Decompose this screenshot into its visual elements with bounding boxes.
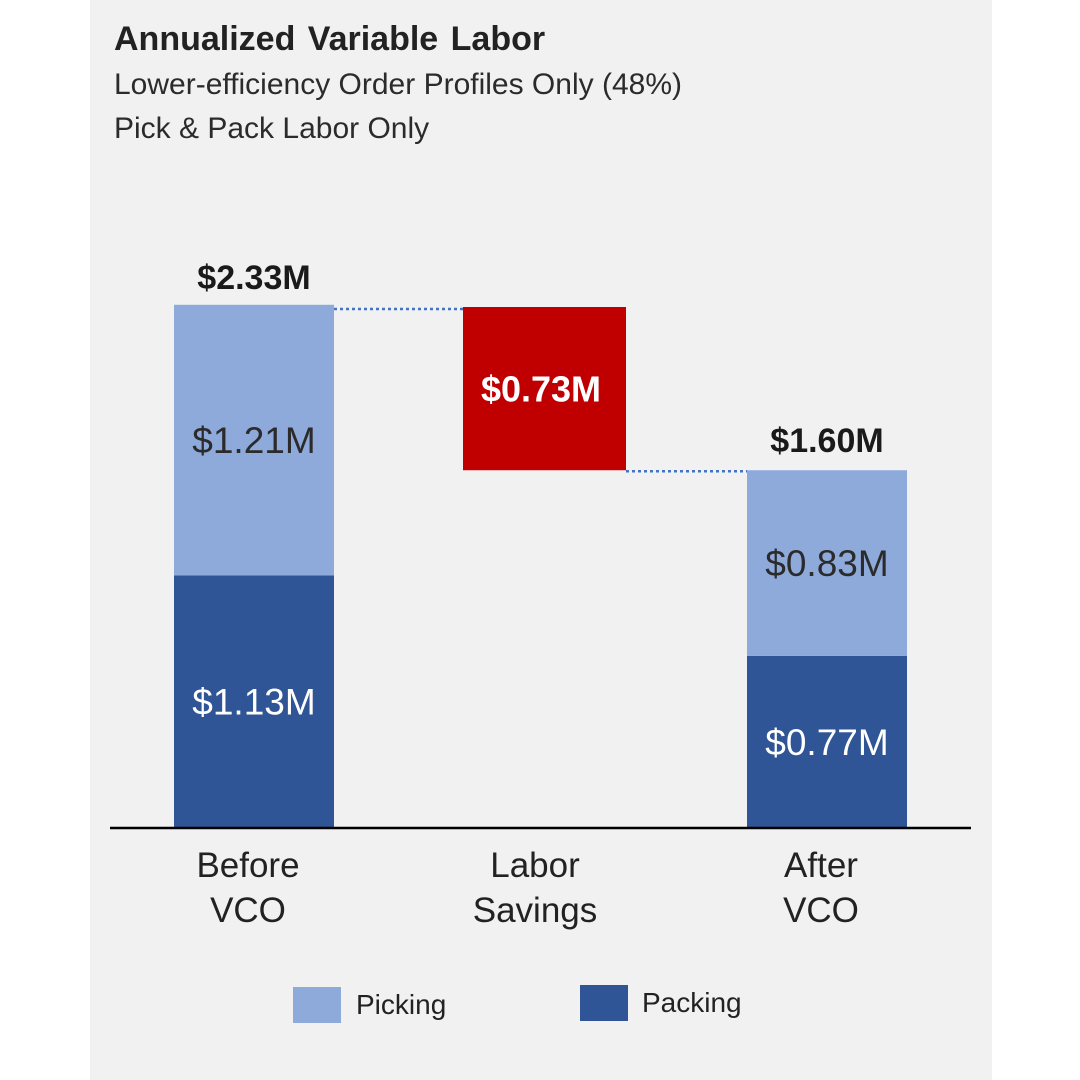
segment-label-picking-2: $0.83M (765, 543, 888, 584)
legend-swatch-packing (580, 985, 628, 1021)
category-label-2-line-0: After (784, 846, 858, 885)
chart-subtitle-line-2: Pick & Pack Labor Only (114, 112, 430, 145)
segment-label-packing-2: $0.77M (765, 722, 888, 763)
category-label-2-line-1: VCO (783, 891, 859, 930)
savings-label: $0.73M (481, 369, 601, 410)
legend-label-picking: Picking (356, 989, 447, 1020)
savings-bar (463, 307, 626, 471)
category-label-0-line-1: VCO (210, 891, 286, 930)
chart-subtitle-line-1: Lower-efficiency Order Profiles Only (48… (114, 68, 682, 101)
total-label-2: $1.60M (770, 422, 883, 460)
category-label-0-line-0: Before (196, 846, 299, 885)
category-label-1-line-0: Labor (490, 846, 580, 885)
segment-label-picking-0: $1.21M (192, 420, 315, 461)
category-label-1-line-1: Savings (473, 891, 598, 930)
chart-title: Annualized Variable Labor (114, 20, 546, 58)
bar-segment-picking-0 (174, 304, 334, 576)
bar-segment-packing-2 (747, 655, 907, 828)
total-label-0: $2.33M (197, 259, 310, 297)
legend-swatch-picking (293, 987, 341, 1023)
segment-label-packing-0: $1.13M (192, 682, 315, 723)
bar-segment-picking-2 (747, 470, 907, 656)
legend-label-packing: Packing (642, 987, 742, 1018)
bar-segment-packing-0 (174, 575, 334, 828)
